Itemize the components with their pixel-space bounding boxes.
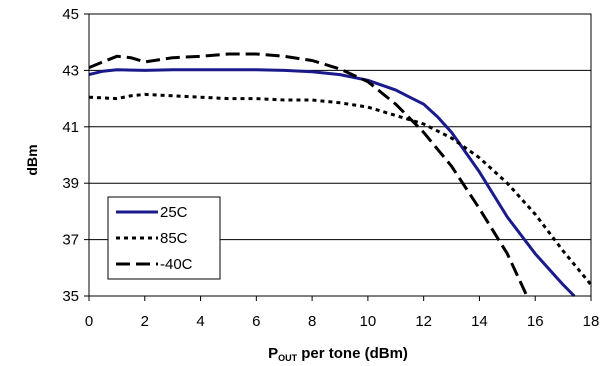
series-line-25C xyxy=(88,68,576,298)
x-axis-label-main: P xyxy=(268,345,278,362)
y-axis-label: dBm xyxy=(24,144,40,175)
y-tick-label: 45 xyxy=(62,6,79,23)
axis-ticks: 35 37 39 41 43 45 0 2 4 6 8 10 12 14 16 18 xyxy=(62,6,599,330)
x-tick-label: 0 xyxy=(85,313,93,330)
y-tick-label: 35 xyxy=(62,288,79,305)
legend-label-85C: 85C xyxy=(160,230,188,247)
series-line-85C xyxy=(88,92,593,286)
x-tick-label: 2 xyxy=(141,313,149,330)
x-tick-label: 18 xyxy=(583,313,600,330)
series-lines xyxy=(88,52,593,298)
series-line--40C xyxy=(88,52,529,297)
legend: 25C 85C -40C xyxy=(107,196,221,280)
y-tick-label: 37 xyxy=(62,232,79,249)
x-axis-label-rest: per tone (dBm) xyxy=(297,345,408,362)
x-tick-label: 10 xyxy=(360,313,377,330)
y-tick-label: 41 xyxy=(62,119,79,136)
x-axis-label-subscript: OUT xyxy=(278,353,298,363)
x-axis-label: POUT per tone (dBm) xyxy=(268,345,408,363)
plot-area-frame xyxy=(88,13,592,297)
x-tick-label: 6 xyxy=(252,313,260,330)
x-tick-label: 14 xyxy=(471,313,488,330)
x-tick-label: 8 xyxy=(308,313,316,330)
legend-label--40C: -40C xyxy=(160,256,193,273)
y-tick-label: 39 xyxy=(62,175,79,192)
x-tick-label: 12 xyxy=(415,313,432,330)
legend-label-25C: 25C xyxy=(160,204,188,221)
y-tick-label: 43 xyxy=(62,62,79,79)
x-tick-label: 16 xyxy=(527,313,544,330)
x-tick-label: 4 xyxy=(196,313,204,330)
